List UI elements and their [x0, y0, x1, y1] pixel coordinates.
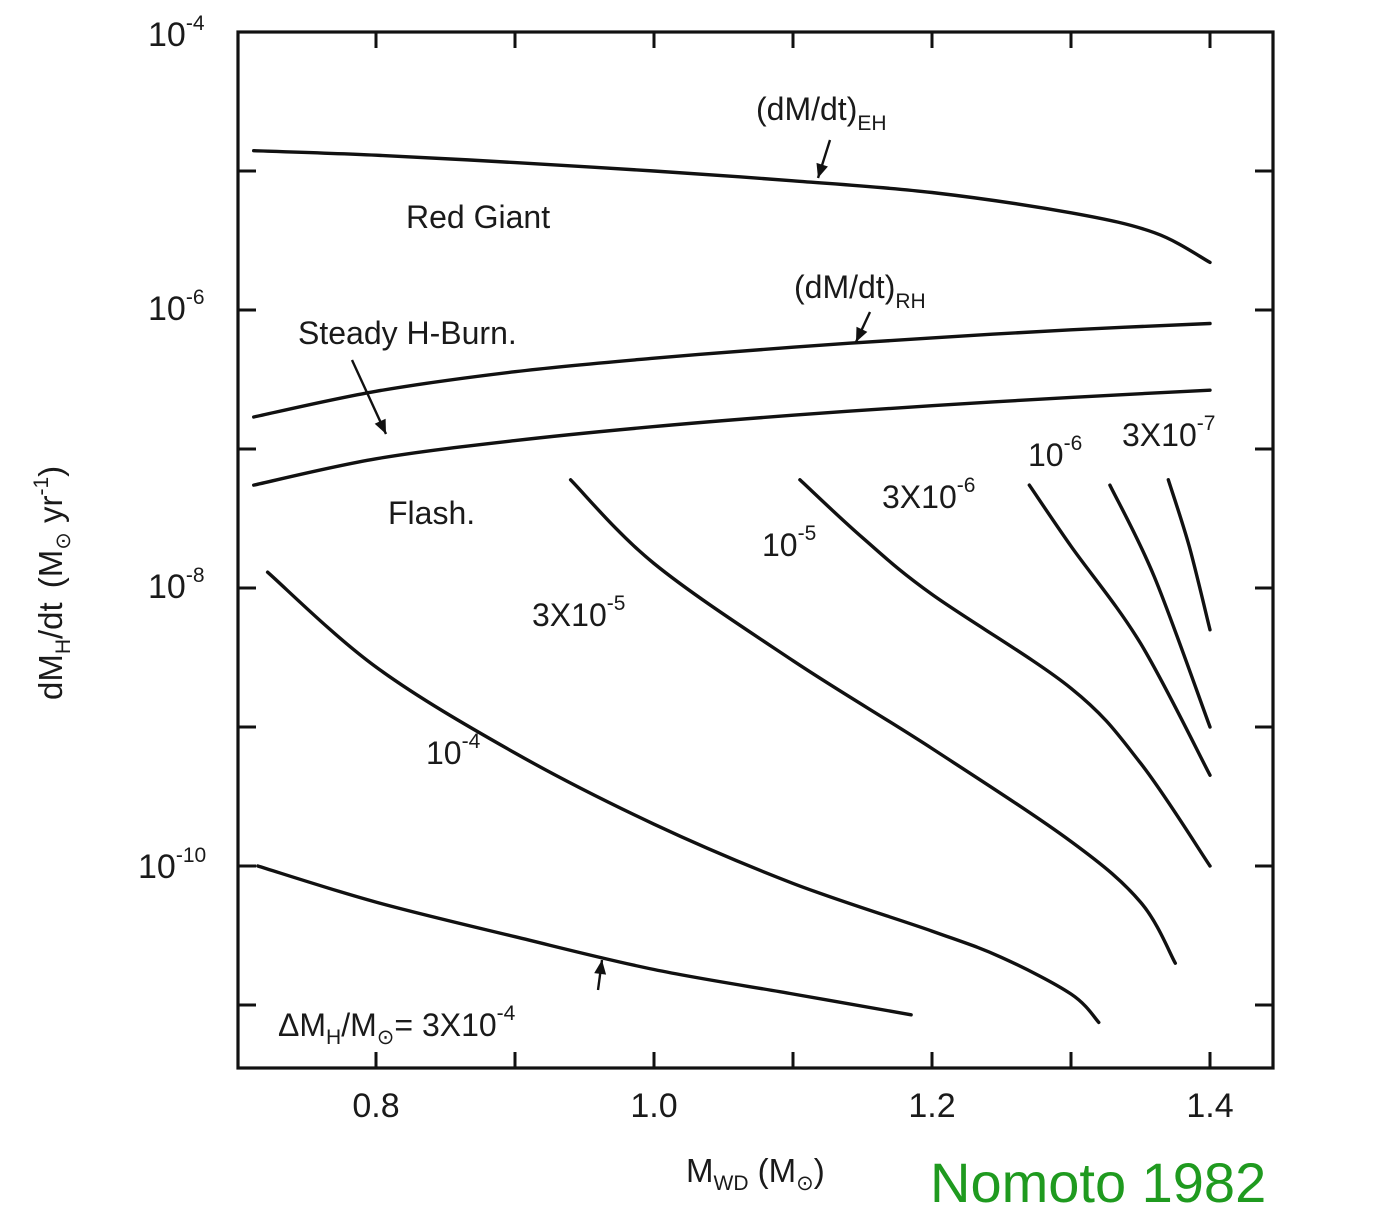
series-line-10-6 — [1108, 483, 1212, 729]
arrow-eh-head — [816, 162, 828, 178]
y-axis-title: dMH/dt(M⊙ yr-1) — [30, 466, 75, 700]
label-red-giant: Red Giant — [406, 199, 550, 235]
y-tick-label-1e-8: 10-8 — [148, 564, 205, 606]
credit-label: Nomoto 1982 — [930, 1151, 1267, 1214]
label-3e-5: 3X10-5 — [532, 592, 625, 633]
series-line-steady-h-burn-lower — [252, 388, 1212, 487]
label-1e-4: 10-4 — [426, 730, 481, 771]
plot-border — [236, 30, 1275, 1070]
arrow-delta-head — [594, 960, 607, 975]
plot-frame — [236, 30, 1275, 1070]
series-line-dm-dt-rh — [252, 321, 1212, 419]
y-tick-label-1e-10: 10-10 — [138, 844, 206, 886]
label-eh: (dM/dt)EH — [756, 91, 887, 135]
arrow-rh-head — [856, 326, 868, 342]
label-3e-7: 3X10-7 — [1122, 412, 1215, 453]
series-line-3x10-5 — [568, 478, 1177, 965]
series-line-10-5 — [798, 478, 1212, 868]
x-tick-label-0.8: 0.8 — [352, 1087, 399, 1125]
series-line-3x10-4 — [256, 864, 913, 1017]
label-3e-6: 3X10-6 — [882, 474, 975, 515]
series-line-dm-dt-eh — [252, 149, 1212, 265]
arrow-steady-head — [374, 418, 386, 434]
x-tick-label-1.2: 1.2 — [908, 1087, 955, 1125]
label-arrows — [350, 139, 872, 991]
label-flash: Flash. — [388, 495, 475, 531]
series-line-10-4 — [265, 570, 1101, 1025]
x-tick-label-1.0: 1.0 — [630, 1087, 677, 1125]
series-line-3x10-7 — [1166, 478, 1212, 632]
series-lines — [252, 149, 1212, 1025]
label-rh: (dM/dt)RH — [794, 269, 926, 313]
y-tick-label-1e-4: 10-4 — [148, 12, 205, 54]
x-tick-label-1.4: 1.4 — [1186, 1087, 1233, 1125]
label-delta-mh: ΔMH/M⊙= 3X10-4 — [278, 1002, 516, 1049]
axis-ticks — [238, 30, 1273, 1068]
series-line-3x10-6 — [1027, 483, 1212, 777]
label-1e-5: 10-5 — [762, 522, 816, 563]
y-tick-label-1e-6: 10-6 — [148, 286, 205, 328]
x-axis-title: MWD (M⊙) — [686, 1152, 825, 1195]
label-steady-h-burn: Steady H-Burn. — [298, 315, 517, 351]
label-1e-6: 10-6 — [1028, 432, 1082, 473]
